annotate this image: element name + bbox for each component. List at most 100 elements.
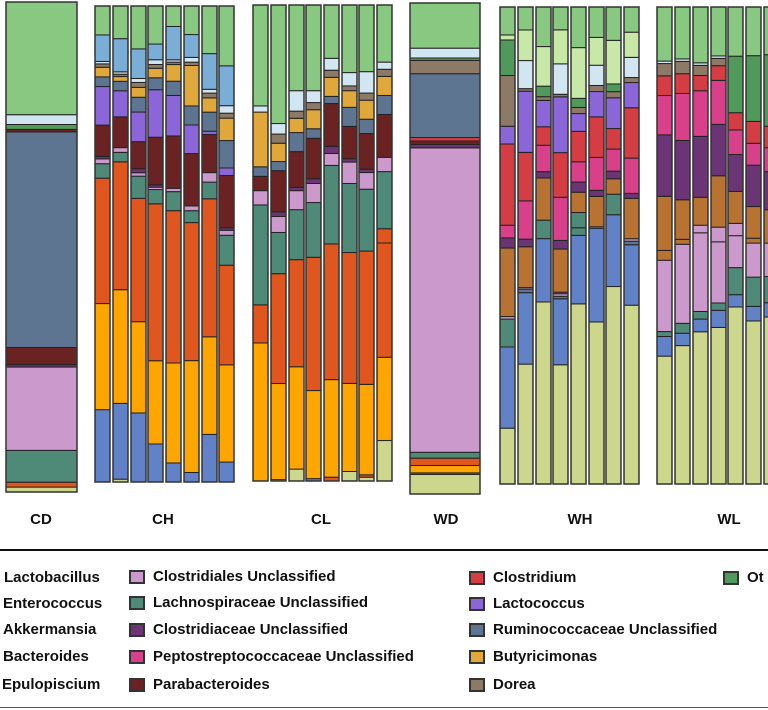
segment-clostridiales-unclassified bbox=[692, 224, 709, 234]
segment-enterococcus bbox=[147, 443, 164, 483]
segment-brown bbox=[674, 199, 691, 240]
segment-lactococcus bbox=[605, 97, 622, 130]
segment-butyricimonas bbox=[341, 90, 358, 108]
segment-other bbox=[5, 124, 78, 130]
bar-wd-17 bbox=[409, 2, 481, 495]
segment-enterococcus bbox=[727, 294, 744, 308]
segment-topgreen bbox=[218, 5, 235, 67]
segment-topgreen bbox=[358, 4, 375, 73]
segment-dorea bbox=[535, 96, 552, 101]
segment-dorea bbox=[376, 68, 393, 77]
segment-brown bbox=[745, 237, 762, 244]
segment-enterococcus bbox=[710, 309, 727, 328]
segment-ruminococcaceae-unclassified bbox=[5, 131, 78, 348]
segment-bacteroides bbox=[5, 481, 78, 488]
segment-other bbox=[499, 39, 516, 76]
bar-outline bbox=[130, 5, 147, 483]
segment-bacteroides bbox=[201, 198, 218, 338]
bar-outline bbox=[656, 6, 673, 485]
segment-ruminococcaceae-unclassified bbox=[147, 77, 164, 91]
segment-ruminococcaceae-unclassified bbox=[252, 166, 269, 177]
segment-akkermansia bbox=[183, 360, 200, 473]
bar-ch-8 bbox=[218, 5, 235, 483]
segment-enterococcus bbox=[130, 412, 147, 483]
segment-parabacteroides bbox=[147, 136, 164, 186]
segment-parabacteroides bbox=[112, 116, 129, 149]
segment-lactococcus bbox=[499, 125, 516, 145]
segment-butyricimonas bbox=[147, 67, 164, 79]
bar-wl-29 bbox=[710, 6, 727, 485]
segment-akkermansia bbox=[165, 362, 182, 464]
legend-swatch bbox=[723, 570, 739, 585]
segment-paleblue bbox=[201, 88, 218, 94]
segment-clostridiales-unclassified bbox=[674, 243, 691, 324]
segment-dorea bbox=[623, 77, 640, 84]
segment-lactobacillus bbox=[710, 326, 727, 485]
segment-other bbox=[745, 55, 762, 122]
segment-paleblue bbox=[147, 59, 164, 65]
legend-swatch bbox=[469, 649, 485, 664]
bar-outline bbox=[5, 1, 78, 493]
segment-butyricimonas bbox=[270, 142, 287, 163]
segment-butyricimonas bbox=[218, 117, 235, 142]
segment-clostridiaceae-unclassified bbox=[692, 135, 709, 198]
segment-lactobacillus bbox=[727, 306, 744, 485]
bar-outline bbox=[535, 6, 552, 485]
segment-lachnospiraceae-unclassified bbox=[358, 188, 375, 252]
segment-lachnospiraceae-unclassified bbox=[165, 191, 182, 212]
segment-peptostreptococcaceae-unclassified bbox=[656, 95, 673, 136]
segment-bacteroides bbox=[183, 222, 200, 362]
segment-topgreen bbox=[147, 5, 164, 45]
segment-clostridiales-unclassified bbox=[710, 241, 727, 304]
segment-akkermansia bbox=[358, 383, 375, 476]
segment-clostridiaceae-unclassified bbox=[570, 181, 587, 193]
bar-ch-4 bbox=[147, 5, 164, 483]
segment-clostridium bbox=[588, 116, 605, 158]
segment-bacteroides bbox=[288, 259, 305, 368]
segment-lachnospiraceae-unclassified bbox=[710, 302, 727, 311]
segment-clostridium bbox=[692, 75, 709, 92]
bar-wl-32 bbox=[763, 6, 768, 485]
segment-clostridiales-unclassified bbox=[376, 156, 393, 173]
legend-item-ruminococcaceae-unclassified: Ruminococcaceae Unclassified bbox=[469, 621, 717, 638]
segment-clostridiales-unclassified bbox=[112, 147, 129, 153]
segment-clostridium bbox=[623, 107, 640, 159]
segment-lachnospiraceae-unclassified bbox=[535, 219, 552, 240]
segment-bacteroides bbox=[305, 256, 322, 392]
segment-parabacteroides bbox=[94, 124, 111, 157]
bar-outline bbox=[341, 4, 358, 482]
segment-enterococcus bbox=[692, 318, 709, 333]
segment-enterococcus bbox=[535, 238, 552, 303]
segment-paleblue bbox=[305, 90, 322, 104]
segment-peptostreptococcaceae-unclassified bbox=[552, 196, 569, 241]
segment-lactobacillus bbox=[745, 320, 762, 485]
segment-topgreen bbox=[305, 4, 322, 92]
segment-clostridiales-unclassified bbox=[252, 190, 269, 206]
segment-clostridium bbox=[745, 120, 762, 144]
segment-paleblue bbox=[358, 71, 375, 94]
segment-clostridiaceae-unclassified bbox=[270, 211, 287, 217]
segment-akkermansia bbox=[341, 382, 358, 472]
segment-lachnospiraceae-unclassified bbox=[305, 202, 322, 258]
segment-lactobacillus bbox=[623, 304, 640, 485]
segment-clostridiales-unclassified bbox=[5, 366, 78, 451]
segment-dorea bbox=[270, 133, 287, 144]
bar-cl-12 bbox=[305, 4, 322, 482]
segment-lactobacillus bbox=[517, 363, 534, 485]
legend-swatch bbox=[129, 595, 145, 610]
segment-ruminococcaceae-unclassified bbox=[323, 95, 340, 105]
segment-lactobacillus bbox=[535, 301, 552, 485]
segment-topgreen bbox=[710, 6, 727, 57]
bar-outline bbox=[183, 5, 200, 483]
segment-clostridium bbox=[710, 65, 727, 81]
segment-lactococcus bbox=[183, 124, 200, 155]
segment-topgreen bbox=[5, 1, 78, 116]
legend-item-label: Parabacteroides bbox=[153, 676, 270, 693]
segment-lachnospiraceae-unclassified bbox=[409, 451, 481, 459]
segment-ruminococcaceae-unclassified bbox=[270, 161, 287, 172]
segment-topgreen bbox=[252, 4, 269, 107]
segment-clostridiales-unclassified bbox=[323, 153, 340, 166]
segment-dorea bbox=[147, 63, 164, 69]
segment-lactobacillus bbox=[499, 427, 516, 485]
segment-peptostreptococcaceae-unclassified bbox=[710, 79, 727, 125]
